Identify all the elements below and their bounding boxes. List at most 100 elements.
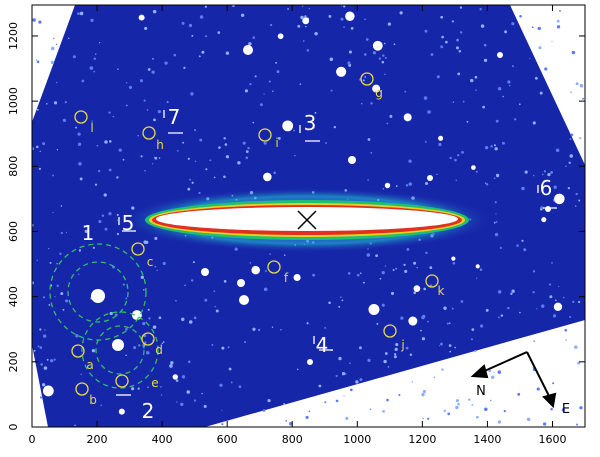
star (452, 101, 454, 103)
star (579, 137, 582, 140)
star (441, 35, 444, 39)
star (219, 383, 223, 387)
star (529, 57, 531, 60)
star (335, 399, 339, 403)
star (556, 19, 560, 23)
star (483, 43, 487, 47)
source-label: f (284, 271, 289, 285)
star (204, 298, 208, 302)
star (350, 26, 354, 30)
star (79, 11, 84, 16)
star (549, 295, 553, 299)
star (543, 422, 547, 426)
star (539, 91, 543, 95)
star (413, 261, 417, 265)
star (456, 38, 460, 42)
source-label: b (89, 393, 97, 407)
star (575, 82, 579, 86)
star (296, 368, 299, 371)
star (398, 394, 401, 397)
star (482, 105, 486, 109)
star (461, 151, 464, 154)
source-label: c (147, 255, 154, 269)
star (93, 57, 97, 61)
star (540, 304, 545, 308)
star (408, 159, 412, 163)
star (493, 144, 496, 147)
star (93, 70, 96, 73)
star (497, 370, 502, 374)
star (47, 247, 50, 250)
star (374, 91, 377, 94)
star (39, 396, 43, 399)
x-tick-label: 800 (282, 433, 303, 446)
star (224, 143, 228, 146)
x-tick-label: 1200 (408, 433, 436, 446)
star (384, 73, 386, 76)
star (441, 368, 444, 371)
star (188, 23, 193, 28)
star (244, 89, 249, 93)
star (422, 389, 427, 394)
star (348, 156, 356, 164)
star (32, 147, 35, 151)
star (367, 179, 369, 181)
star (471, 328, 475, 332)
star (48, 304, 51, 306)
star (46, 358, 49, 361)
star (423, 96, 428, 100)
star (479, 268, 483, 271)
star (544, 67, 548, 71)
star (147, 308, 150, 311)
x-tick-label: 1600 (538, 433, 566, 446)
star (302, 17, 310, 25)
star (439, 345, 441, 347)
star (348, 50, 352, 54)
star (556, 25, 561, 29)
star (443, 306, 447, 310)
star (100, 404, 103, 407)
star (364, 76, 367, 78)
star (405, 346, 409, 350)
region-markers (116, 110, 557, 396)
star (545, 206, 551, 212)
star (495, 220, 498, 223)
star (466, 120, 469, 123)
star (94, 183, 98, 186)
star (534, 76, 538, 80)
star (180, 402, 184, 407)
star (314, 111, 317, 114)
star (328, 14, 332, 18)
star (108, 111, 111, 114)
star (448, 344, 452, 347)
star (555, 148, 560, 152)
star (575, 423, 578, 426)
star (294, 154, 296, 157)
star (158, 157, 161, 159)
star (403, 113, 412, 122)
star (84, 229, 88, 234)
star (160, 394, 163, 396)
star (225, 155, 230, 159)
star (424, 29, 428, 33)
star (389, 114, 393, 118)
star (537, 26, 541, 31)
star (103, 193, 107, 197)
star (201, 50, 205, 54)
star (213, 290, 216, 293)
star (554, 193, 565, 205)
star (510, 292, 513, 295)
star (570, 91, 572, 93)
star (166, 100, 169, 104)
star (215, 309, 219, 313)
star (457, 72, 461, 76)
star (471, 165, 476, 170)
star (480, 324, 484, 328)
star (359, 272, 362, 274)
star (449, 156, 452, 160)
compass-arrows (470, 351, 557, 409)
star (42, 334, 47, 338)
star (532, 270, 536, 273)
star (194, 160, 197, 163)
star (565, 165, 567, 168)
